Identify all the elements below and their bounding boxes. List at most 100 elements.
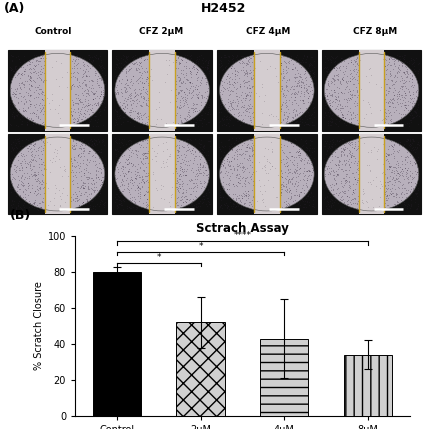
Point [18, 205, 24, 212]
Point [113, 83, 120, 90]
Point [393, 176, 400, 183]
Point [16, 90, 23, 97]
Point [89, 54, 96, 61]
Point [408, 179, 415, 186]
Point [283, 103, 290, 110]
Point [339, 73, 346, 80]
Point [396, 66, 402, 73]
Point [37, 155, 44, 162]
Point [100, 78, 107, 85]
Point [344, 205, 350, 212]
Point [125, 117, 132, 124]
Point [194, 66, 201, 73]
Point [182, 53, 189, 60]
Point [16, 193, 23, 199]
Point [324, 162, 331, 169]
Point [19, 172, 26, 179]
Point [15, 82, 22, 88]
Point [402, 138, 409, 145]
Point [406, 152, 413, 159]
Point [365, 148, 372, 155]
Point [360, 115, 367, 122]
Point [94, 66, 101, 73]
Point [327, 108, 334, 115]
Point [217, 105, 224, 112]
Point [350, 109, 356, 115]
Point [85, 87, 91, 94]
Point [80, 181, 87, 188]
Point [217, 146, 224, 153]
Point [89, 90, 96, 97]
Point [143, 196, 150, 203]
Point [197, 148, 204, 155]
Point [13, 84, 20, 91]
Point [327, 53, 334, 60]
Point [237, 82, 244, 89]
Point [353, 87, 360, 94]
Point [139, 137, 146, 144]
Point [124, 68, 131, 75]
Point [301, 187, 308, 193]
Point [326, 198, 333, 205]
Point [20, 203, 27, 210]
Point [279, 116, 286, 123]
Point [190, 61, 197, 68]
Point [234, 178, 241, 185]
Point [15, 152, 21, 159]
Point [293, 107, 300, 114]
Point [296, 121, 303, 127]
Point [11, 162, 18, 169]
Point [117, 190, 124, 197]
Point [287, 120, 294, 127]
Point [349, 90, 356, 97]
Point [133, 60, 140, 67]
Point [71, 189, 78, 196]
Point [27, 73, 34, 80]
Point [9, 155, 16, 162]
Point [177, 193, 184, 200]
Point [324, 200, 331, 207]
Point [245, 144, 252, 151]
Point [75, 60, 82, 66]
Point [280, 117, 287, 124]
Point [308, 158, 315, 165]
Point [246, 115, 253, 121]
Point [383, 152, 390, 159]
Point [248, 59, 255, 66]
Point [243, 67, 250, 74]
Point [308, 161, 314, 168]
Point [84, 62, 91, 69]
Point [236, 170, 242, 177]
Point [114, 140, 121, 147]
Point [34, 115, 41, 121]
Point [189, 198, 196, 205]
Point [29, 109, 36, 116]
Point [390, 80, 397, 87]
Point [67, 156, 74, 163]
Point [287, 178, 293, 184]
Point [115, 158, 122, 165]
Point [233, 53, 240, 60]
Point [76, 82, 83, 88]
Point [299, 204, 306, 211]
Point [179, 97, 186, 103]
Point [169, 190, 175, 197]
Point [346, 148, 353, 155]
Point [101, 81, 108, 88]
Point [248, 175, 255, 182]
Point [294, 91, 301, 98]
Point [344, 80, 350, 87]
Point [197, 180, 204, 187]
Point [89, 95, 96, 102]
Point [383, 150, 390, 157]
Point [192, 104, 199, 111]
Point [244, 61, 251, 68]
Point [12, 86, 18, 93]
Point [306, 185, 313, 192]
Point [202, 151, 209, 158]
Point [250, 185, 257, 192]
Point [342, 103, 349, 110]
Point [283, 81, 290, 88]
Point [233, 200, 240, 207]
Point [408, 193, 414, 200]
